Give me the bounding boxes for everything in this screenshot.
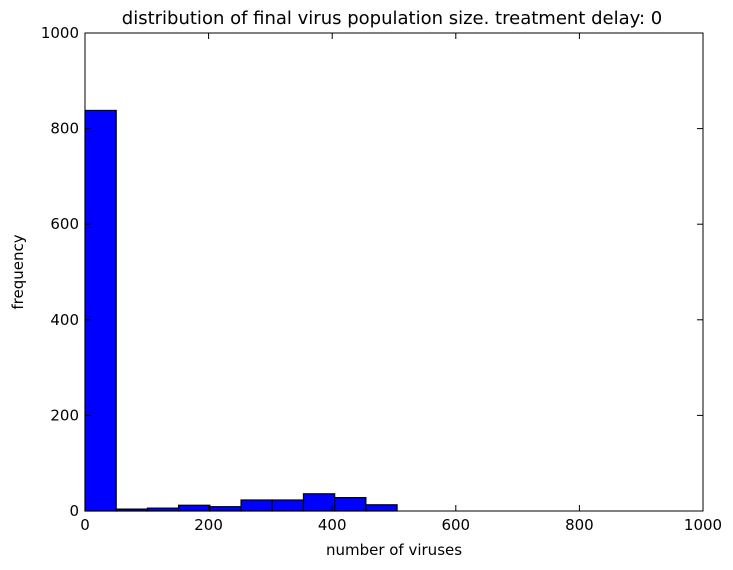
y-tick-label: 400 [50, 311, 79, 329]
y-axis-label: frequency [9, 234, 27, 309]
histogram-bar [334, 497, 367, 512]
y-tick-label: 1000 [41, 24, 79, 42]
histogram-bar [365, 504, 398, 512]
y-tick-label: 600 [50, 215, 79, 233]
chart-title: distribution of final virus population s… [122, 8, 662, 29]
y-tick-label: 0 [69, 502, 79, 520]
x-tick-label: 0 [80, 516, 90, 534]
plot-frame [84, 32, 704, 512]
histogram-bar [84, 109, 117, 512]
ticks-layer: 0 200 400 600 800 1000 0 200 400 600 800 1000 [41, 24, 722, 534]
x-axis-label: number of viruses [326, 541, 462, 559]
y-tick-label: 800 [50, 120, 79, 138]
x-tick-label: 600 [441, 516, 470, 534]
x-tick-label: 400 [318, 516, 347, 534]
y-tick-label: 200 [50, 406, 79, 424]
x-tick-label: 200 [194, 516, 223, 534]
bars-layer [84, 109, 398, 512]
histogram-bar [209, 506, 242, 512]
histogram-bar [302, 493, 336, 512]
histogram-bar [178, 504, 211, 512]
histogram-bar [271, 499, 305, 512]
x-tick-label: 800 [565, 516, 594, 534]
histogram-bar [240, 499, 273, 512]
x-tick-label: 1000 [684, 516, 722, 534]
